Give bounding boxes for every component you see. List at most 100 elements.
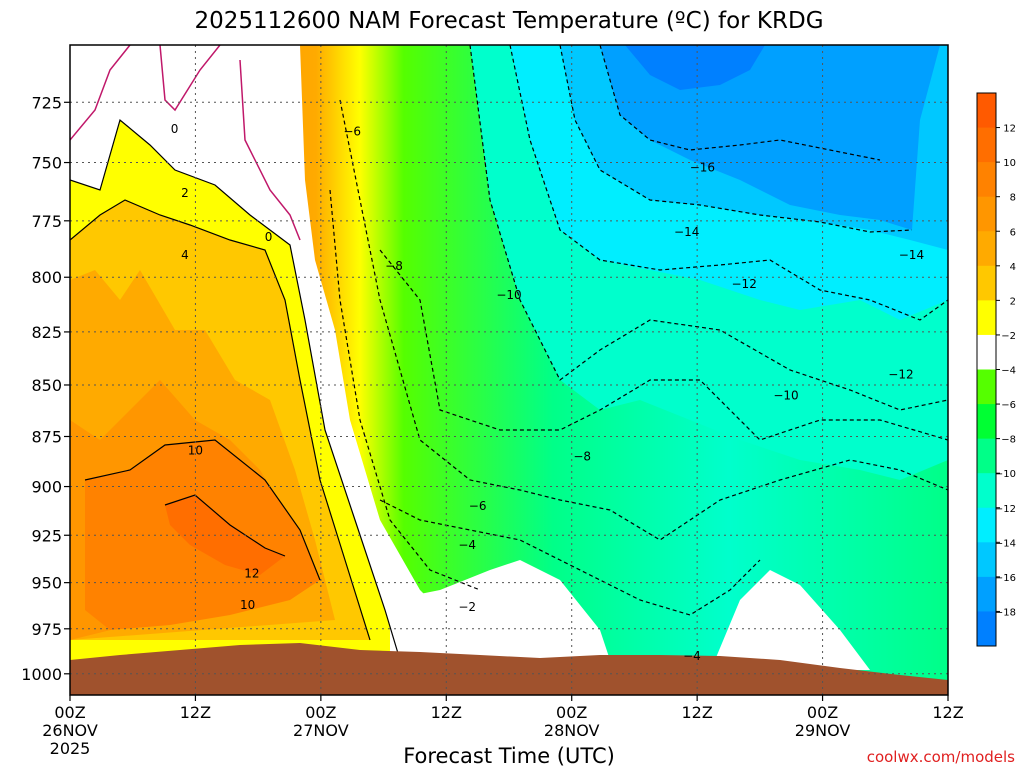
x-tick-label: 2025 [50, 739, 91, 758]
isotherm-line-minus12 [509, 45, 948, 321]
isotherm-label: −10 [496, 288, 521, 302]
y-tick-label: 925 [31, 526, 62, 545]
colorbar-label: 4 [1010, 262, 1016, 273]
colorbar-label: −2 [1001, 331, 1016, 342]
colorbar-swatch [977, 576, 996, 612]
colorbar-legend: 12 10 8 6 4 2 −2 −4 −6 −8 −10 −12 −14 −16 −18 [976, 92, 1016, 647]
colorbar-label: 12 [1003, 124, 1016, 135]
isotherm-label: −2 [458, 600, 476, 614]
colorbar-label: −18 [995, 607, 1016, 618]
isotherm-label: −8 [385, 259, 403, 273]
ground-terrain [70, 643, 948, 695]
grid-lines [70, 45, 948, 695]
x-tick-label: 26NOV [42, 721, 98, 740]
colorbar-swatch [977, 231, 996, 267]
x-tick-label: 12Z [431, 703, 462, 722]
isotherm-line-minus14 [559, 45, 913, 233]
temp-band-surface-white-pocket-2 [715, 570, 870, 670]
isotherm-line-minus16 [599, 45, 881, 161]
isotherm-label: 4 [181, 248, 189, 262]
x-tick-label: 12Z [681, 703, 712, 722]
y-axis-ticks: 725 750 775 800 825 850 875 900 925 950 975 1000 [21, 93, 70, 684]
colorbar-label: 10 [1003, 158, 1016, 169]
colorbar-swatch [977, 369, 996, 405]
x-tick-label: 28NOV [544, 721, 600, 740]
colorbar-swatch [977, 611, 996, 647]
colorbar-label: −16 [995, 573, 1016, 584]
y-tick-label: 875 [31, 427, 62, 446]
isotherm-label: 0 [265, 230, 273, 244]
colorbar-swatch [977, 542, 996, 578]
credit-link[interactable]: coolwx.com/models [867, 748, 1015, 766]
colorbar-swatch [977, 196, 996, 232]
x-axis-label: Forecast Time (UTC) [403, 744, 615, 768]
isotherm-label: 12 [244, 566, 259, 580]
isotherm-line-0 [70, 45, 301, 241]
isotherm-label: −16 [690, 160, 715, 174]
colorbar-label: 8 [1010, 193, 1016, 204]
x-tick-label: 12Z [180, 703, 211, 722]
isotherm-label: −10 [773, 388, 798, 402]
x-tick-label: 00Z [807, 703, 838, 722]
colorbar-label: −8 [1001, 435, 1016, 446]
colorbar-swatch [977, 162, 996, 198]
isotherm-label: −14 [899, 248, 924, 262]
colorbar-swatch [977, 93, 996, 129]
colorbar-swatch [977, 334, 996, 370]
colorbar-swatch [977, 265, 996, 301]
y-tick-label: 775 [31, 212, 62, 231]
colorbar-label: −12 [995, 504, 1016, 515]
colorbar-swatch [977, 438, 996, 474]
y-tick-label: 1000 [21, 665, 62, 684]
x-tick-label: 00Z [305, 703, 336, 722]
colorbar-swatch [977, 404, 996, 440]
isotherm-line-minus4 [379, 499, 761, 616]
y-tick-label: 800 [31, 268, 62, 287]
isotherm-label: −6 [343, 124, 361, 138]
isotherm-line-12 [164, 494, 286, 557]
x-tick-label: 29NOV [795, 721, 851, 740]
colorbar-label: 6 [1010, 227, 1016, 238]
colorbar-swatch [977, 507, 996, 543]
isotherm-line-4 [70, 199, 371, 641]
colorbar-swatch [977, 127, 996, 163]
isotherm-label: 2 [181, 186, 189, 200]
isotherm-label: 10 [240, 598, 255, 612]
isotherm-labels: 12 10 10 4 2 0 0 −2 −4 −4 −6 −6 −8 −8 −10 −10 −12 −12 −14 −… [171, 122, 924, 663]
temp-band-surface-white-pocket [390, 560, 610, 660]
isotherm-label: −4 [683, 649, 701, 663]
colorbar-label: −4 [1001, 366, 1016, 377]
y-tick-label: 850 [31, 376, 62, 395]
colorbar-label: −10 [995, 469, 1016, 480]
colorbar-swatch [977, 473, 996, 509]
y-tick-label: 725 [31, 93, 62, 112]
temp-band-below-minus16 [625, 45, 765, 90]
temp-band-minus14-to-minus16 [600, 45, 940, 230]
x-tick-label: 27NOV [293, 721, 349, 740]
plot-frame [69, 44, 949, 696]
y-tick-label: 750 [31, 154, 62, 173]
y-tick-label: 975 [31, 620, 62, 639]
isotherm-label: −12 [888, 367, 913, 381]
isotherm-label: −14 [674, 225, 699, 239]
isotherm-line-minus10 [469, 45, 948, 411]
y-tick-label: 900 [31, 478, 62, 497]
isotherm-line-minus8 [379, 249, 948, 441]
isotherm-label: 0 [171, 122, 179, 136]
isotherm-line-minus2 [329, 189, 481, 591]
isotherm-line-10 [84, 439, 321, 581]
chart-title: 2025112600 NAM Forecast Temperature (ºC)… [194, 8, 823, 34]
isotherm-label: −12 [732, 277, 757, 291]
isotherm-line-2 [70, 118, 401, 661]
y-tick-label: 825 [31, 323, 62, 342]
colorbar-label: −6 [1001, 400, 1016, 411]
colorbar-label: 2 [1010, 296, 1016, 307]
isotherm-label: −8 [573, 450, 591, 464]
isotherm-label: 10 [188, 444, 203, 458]
isotherm-label: −4 [458, 538, 476, 552]
plot-area [70, 45, 948, 695]
y-tick-label: 950 [31, 574, 62, 593]
colorbar-label: −14 [995, 538, 1016, 549]
